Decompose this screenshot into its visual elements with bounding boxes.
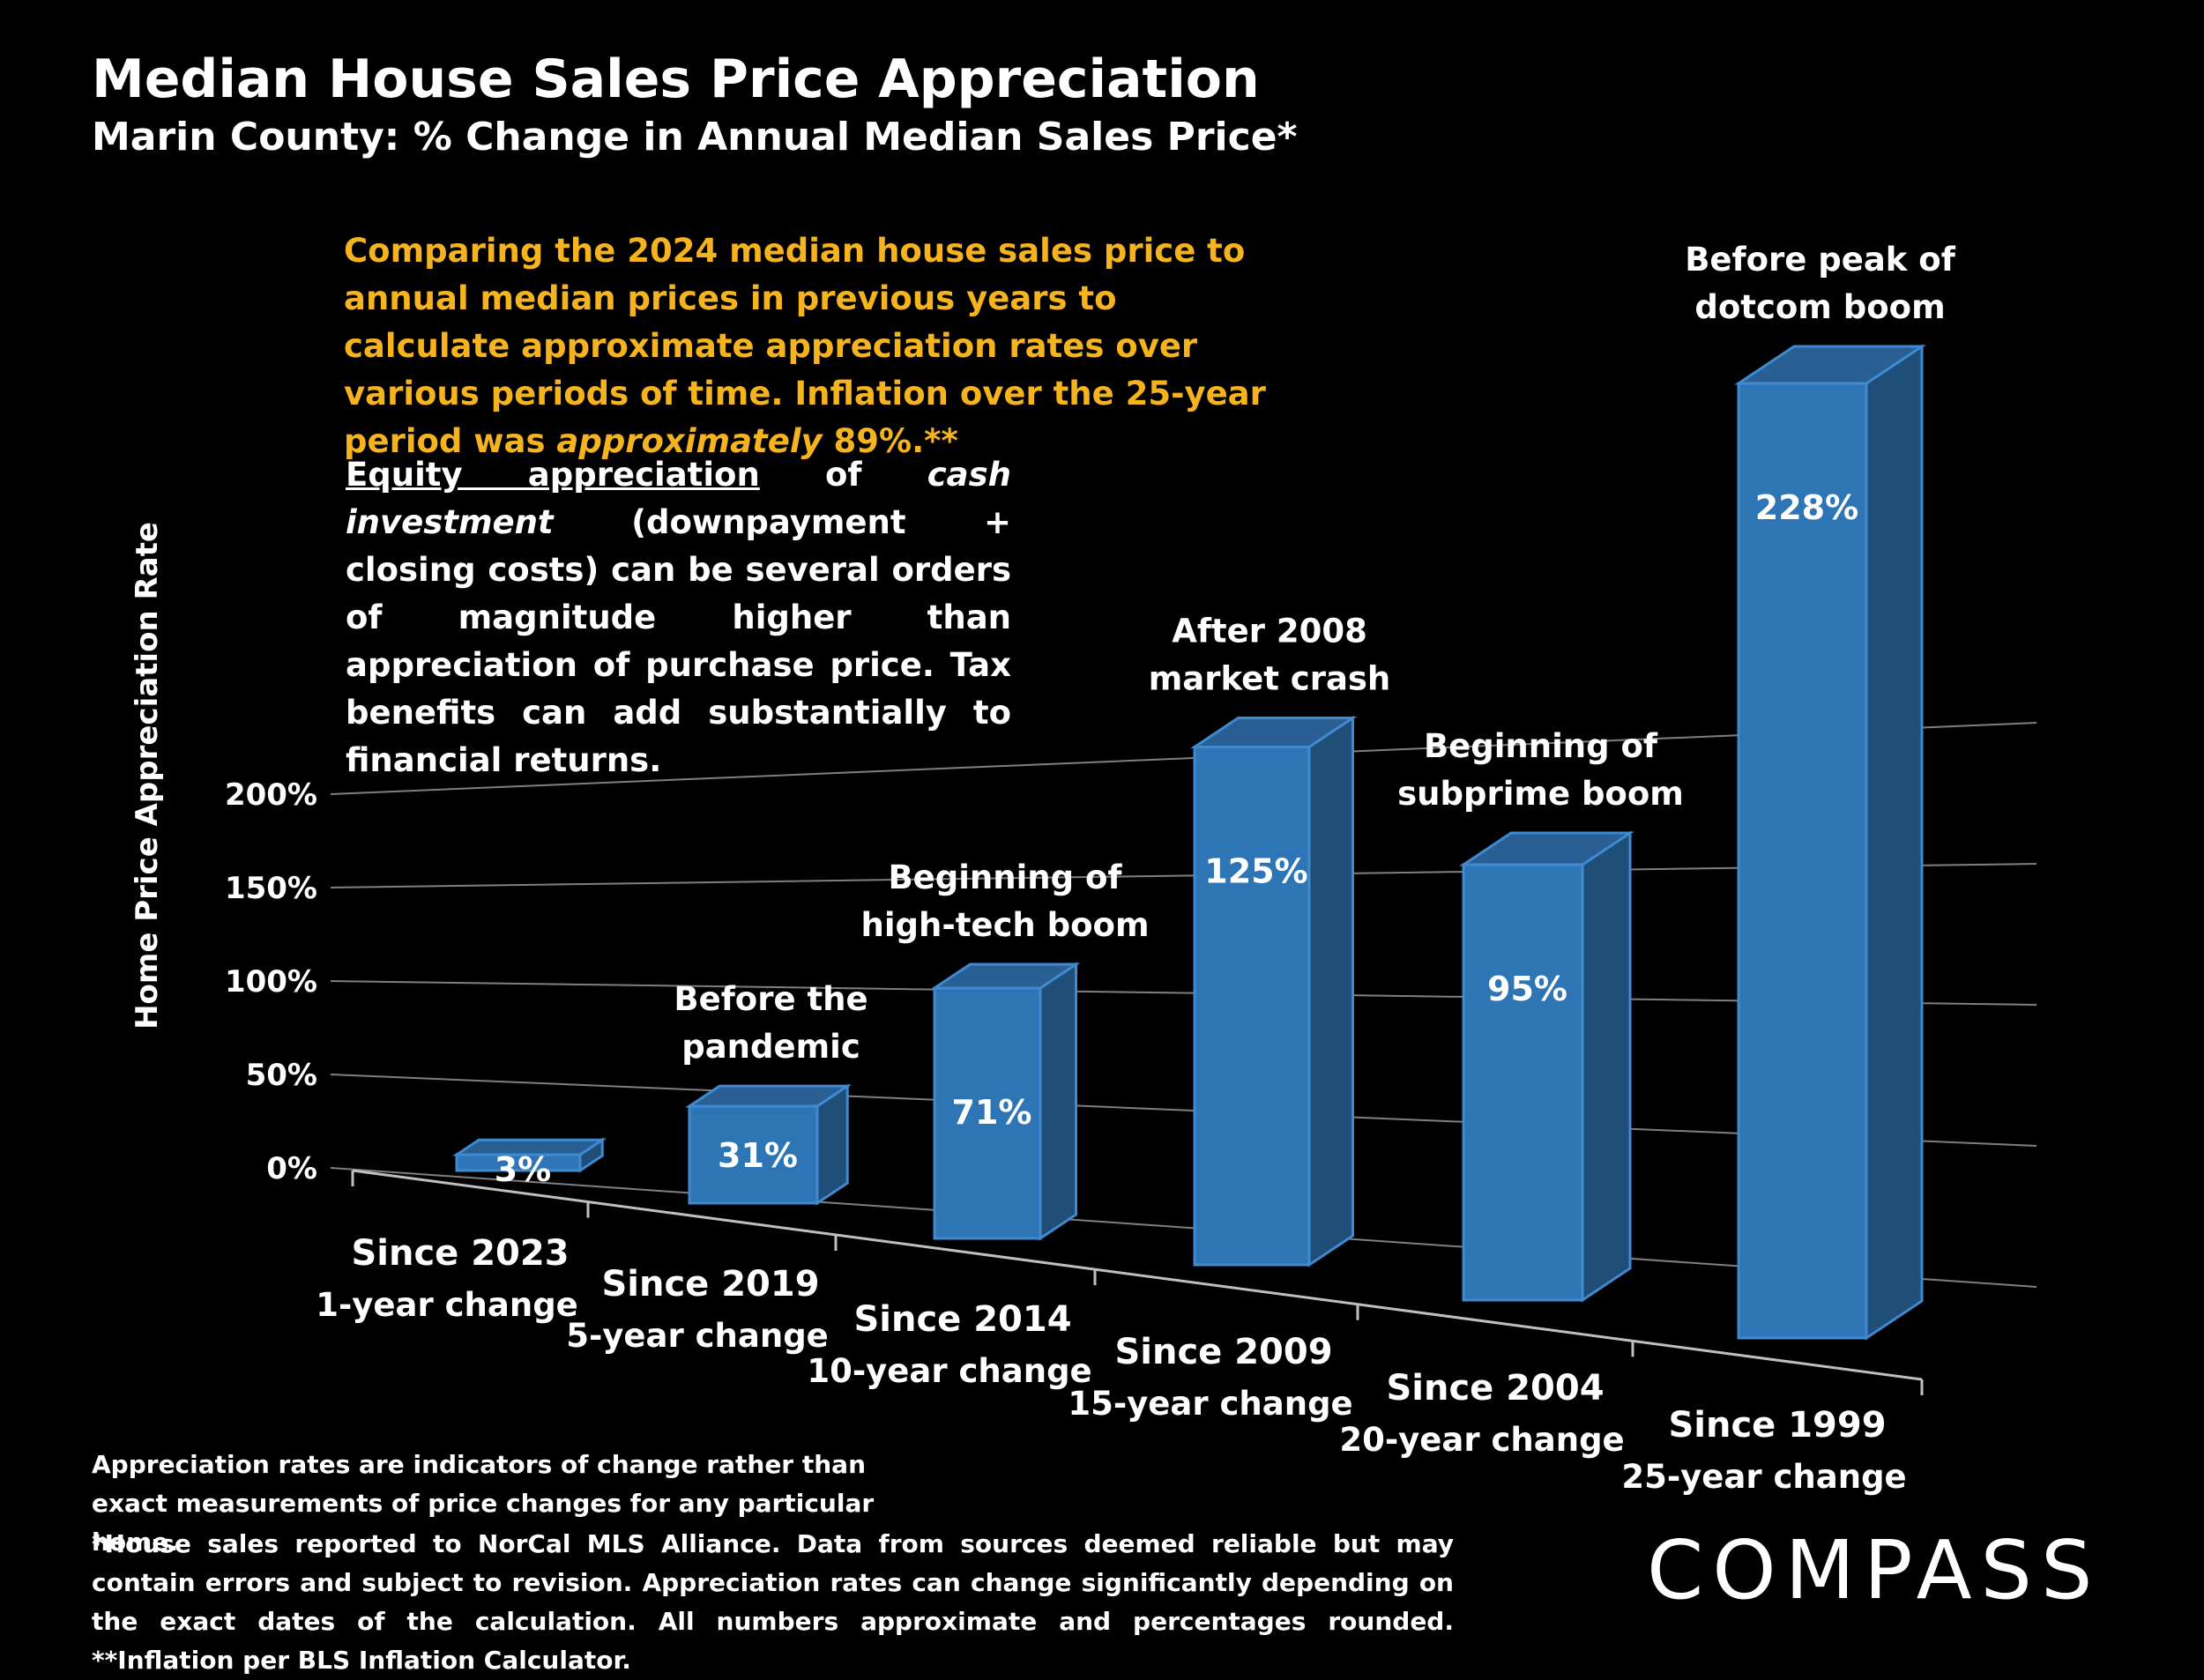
x-category-sublabel: 20-year change — [1339, 1421, 1624, 1459]
bar-annotation: high-tech boom — [860, 906, 1149, 944]
bar-annotation: Beginning of — [1424, 727, 1658, 765]
bar-annotation: pandemic — [681, 1028, 860, 1066]
data-label: 3% — [495, 1150, 552, 1189]
y-tick-label: 100% — [225, 964, 317, 1000]
data-label: 71% — [952, 1093, 1032, 1132]
bar-annotation: After 2008 — [1172, 613, 1367, 650]
equity-underlined: Equity appreciation — [346, 456, 760, 494]
bar-annotation: subprime boom — [1397, 775, 1684, 813]
y-tick-label: 150% — [225, 871, 317, 906]
data-label: 228% — [1755, 488, 1858, 527]
equity-note: Equity appreciation of cash investment (… — [346, 451, 1011, 784]
bar-annotation: Beginning of — [888, 859, 1122, 896]
y-tick-label: 200% — [225, 777, 317, 813]
x-category-sublabel: 5-year change — [566, 1317, 829, 1355]
x-category-label: Since 2004 — [1386, 1368, 1604, 1409]
y-axis-title: Home Price Appreciation Rate — [130, 522, 165, 1030]
bar-annotation: dotcom boom — [1694, 288, 1945, 326]
x-category-sublabel: 25-year change — [1621, 1458, 1906, 1496]
data-label: 125% — [1204, 852, 1307, 891]
bar-side — [1866, 346, 1922, 1338]
x-category-label: Since 2014 — [853, 1299, 1071, 1340]
data-label: 95% — [1487, 970, 1567, 1008]
bar-side — [1582, 833, 1630, 1300]
x-category-sublabel: 10-year change — [807, 1352, 1091, 1390]
bar-front — [1463, 865, 1582, 1300]
x-category-label: Since 2019 — [601, 1264, 819, 1305]
data-label: 31% — [718, 1136, 798, 1175]
x-category-sublabel: 1-year change — [316, 1286, 578, 1324]
y-tick-label: 50% — [246, 1058, 317, 1093]
x-category-label: Since 1999 — [1668, 1405, 1886, 1446]
x-category-sublabel: 15-year change — [1068, 1385, 1352, 1423]
bar-annotation: Before peak of — [1685, 241, 1955, 279]
compass-logo: COMPASS — [1647, 1523, 2101, 1617]
bar-side — [1040, 964, 1076, 1238]
bar-front — [1195, 747, 1309, 1266]
bar-side — [1309, 718, 1353, 1266]
bar-annotation: Before the — [674, 980, 867, 1018]
y-tick-label: 0% — [266, 1151, 317, 1186]
footnote-sources: *House sales reported to NorCal MLS Alli… — [92, 1525, 1454, 1680]
bar-top — [689, 1086, 847, 1106]
bar-annotation: market crash — [1149, 660, 1391, 698]
intro-note: Comparing the 2024 median house sales pr… — [344, 227, 1292, 465]
equity-rest: (downpayment + closing costs) can be sev… — [346, 503, 1011, 779]
x-category-label: Since 2023 — [351, 1233, 569, 1274]
x-category-label: Since 2009 — [1114, 1332, 1332, 1372]
equity-of: of — [760, 456, 927, 494]
